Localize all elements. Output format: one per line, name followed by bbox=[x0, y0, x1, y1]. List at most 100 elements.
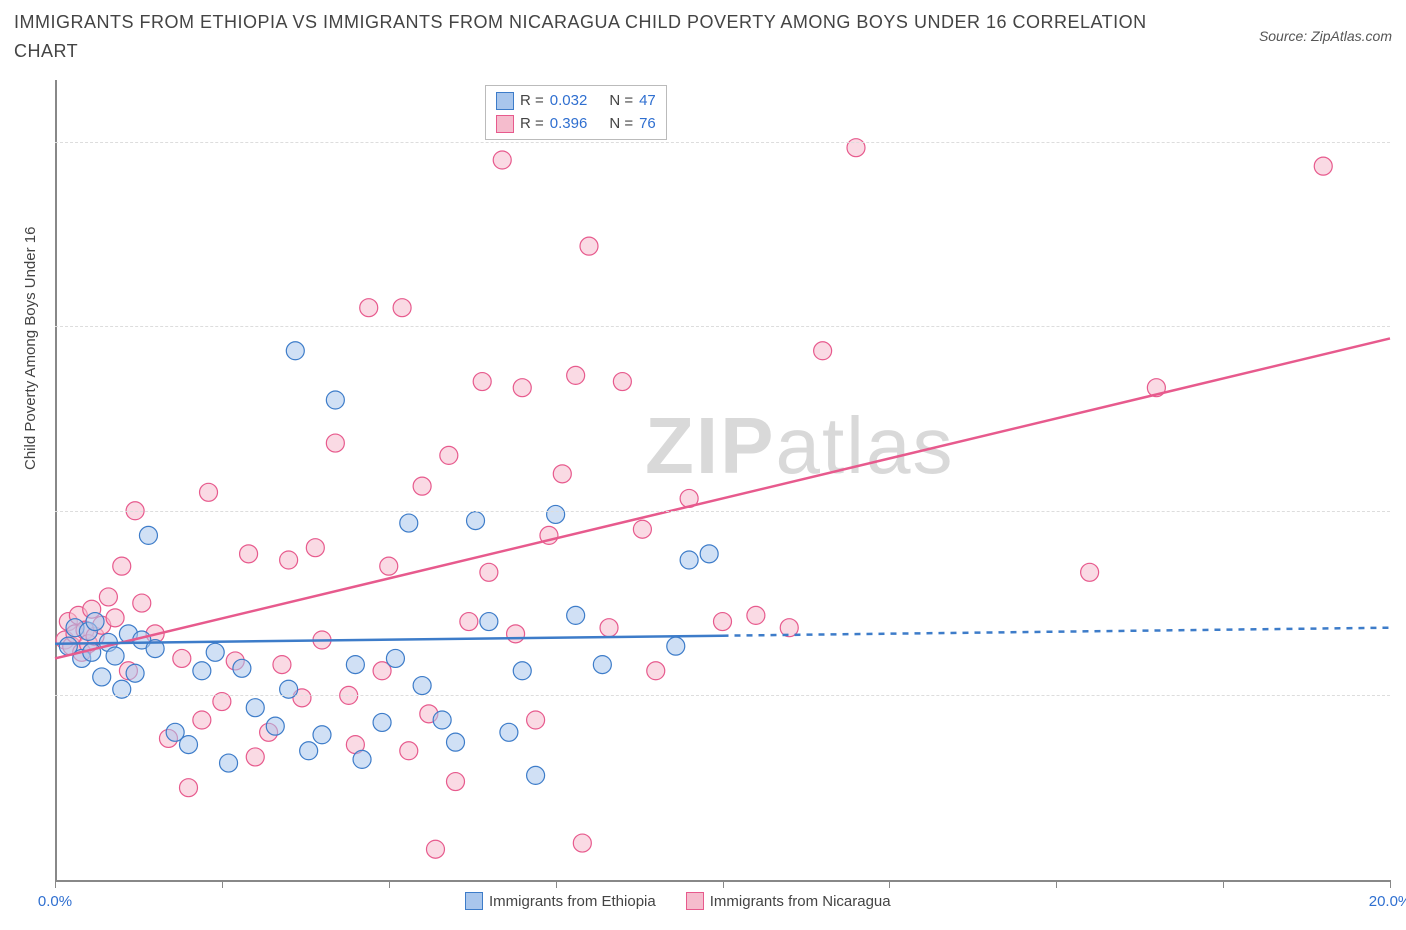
data-point bbox=[246, 699, 264, 717]
data-point bbox=[346, 656, 364, 674]
data-point bbox=[99, 588, 117, 606]
x-tick bbox=[723, 880, 724, 888]
data-point bbox=[106, 609, 124, 627]
legend-item-nicaragua: Immigrants from Nicaragua bbox=[686, 892, 891, 910]
data-point bbox=[380, 557, 398, 575]
data-point bbox=[240, 545, 258, 563]
data-point bbox=[393, 299, 411, 317]
data-point bbox=[193, 711, 211, 729]
data-point bbox=[273, 656, 291, 674]
data-point bbox=[507, 625, 525, 643]
data-point bbox=[547, 505, 565, 523]
y-axis-title: Child Poverty Among Boys Under 16 bbox=[22, 227, 39, 470]
series-legend: Immigrants from Ethiopia Immigrants from… bbox=[465, 892, 891, 910]
data-point bbox=[206, 643, 224, 661]
data-point bbox=[326, 391, 344, 409]
data-point bbox=[680, 551, 698, 569]
data-point bbox=[280, 551, 298, 569]
data-point bbox=[360, 299, 378, 317]
data-point bbox=[460, 613, 478, 631]
data-point bbox=[647, 662, 665, 680]
data-point bbox=[1081, 563, 1099, 581]
data-point bbox=[133, 594, 151, 612]
data-point bbox=[413, 677, 431, 695]
data-point bbox=[246, 748, 264, 766]
x-tick bbox=[55, 880, 56, 888]
y-tick-label: 45.0% bbox=[1400, 318, 1406, 335]
y-tick-label: 15.0% bbox=[1400, 687, 1406, 704]
gridline bbox=[55, 142, 1390, 143]
data-point bbox=[426, 840, 444, 858]
data-point bbox=[313, 726, 331, 744]
data-point bbox=[326, 434, 344, 452]
data-point bbox=[1314, 157, 1332, 175]
gridline bbox=[55, 695, 1390, 696]
data-point bbox=[633, 520, 651, 538]
data-point bbox=[433, 711, 451, 729]
data-point bbox=[527, 766, 545, 784]
correlation-legend: R = 0.032 N = 47 R = 0.396 N = 76 bbox=[485, 85, 667, 140]
data-point bbox=[553, 465, 571, 483]
data-point bbox=[286, 342, 304, 360]
data-point bbox=[600, 619, 618, 637]
data-point bbox=[613, 373, 631, 391]
data-point bbox=[373, 713, 391, 731]
data-point bbox=[200, 483, 218, 501]
swatch-ethiopia bbox=[465, 892, 483, 910]
data-point bbox=[513, 379, 531, 397]
data-point bbox=[86, 613, 104, 631]
data-point bbox=[473, 373, 491, 391]
data-point bbox=[173, 649, 191, 667]
data-point bbox=[413, 477, 431, 495]
data-point bbox=[493, 151, 511, 169]
data-point bbox=[700, 545, 718, 563]
x-tick bbox=[389, 880, 390, 888]
data-point bbox=[113, 557, 131, 575]
gridline bbox=[55, 326, 1390, 327]
trend-line bbox=[723, 628, 1391, 636]
data-point bbox=[447, 773, 465, 791]
data-point bbox=[193, 662, 211, 680]
data-point bbox=[593, 656, 611, 674]
data-point bbox=[300, 742, 318, 760]
chart-title: IMMIGRANTS FROM ETHIOPIA VS IMMIGRANTS F… bbox=[14, 8, 1164, 66]
trend-line bbox=[55, 338, 1390, 658]
data-point bbox=[400, 514, 418, 532]
x-tick bbox=[1390, 880, 1391, 888]
data-point bbox=[567, 366, 585, 384]
swatch-nicaragua bbox=[496, 115, 514, 133]
data-point bbox=[180, 779, 198, 797]
x-tick-label: 20.0% bbox=[1369, 893, 1406, 910]
data-point bbox=[714, 613, 732, 631]
data-point bbox=[480, 613, 498, 631]
data-point bbox=[440, 446, 458, 464]
swatch-ethiopia bbox=[496, 92, 514, 110]
x-tick bbox=[1223, 880, 1224, 888]
x-tick bbox=[556, 880, 557, 888]
chart-svg bbox=[55, 80, 1390, 880]
data-point bbox=[480, 563, 498, 581]
data-point bbox=[386, 649, 404, 667]
data-point bbox=[467, 512, 485, 530]
x-tick bbox=[889, 880, 890, 888]
data-point bbox=[567, 606, 585, 624]
data-point bbox=[220, 754, 238, 772]
data-point bbox=[126, 664, 144, 682]
data-point bbox=[747, 606, 765, 624]
data-point bbox=[573, 834, 591, 852]
data-point bbox=[814, 342, 832, 360]
data-point bbox=[266, 717, 284, 735]
data-point bbox=[93, 668, 111, 686]
y-tick-label: 30.0% bbox=[1400, 502, 1406, 519]
data-point bbox=[353, 750, 371, 768]
data-point bbox=[400, 742, 418, 760]
data-point bbox=[580, 237, 598, 255]
swatch-nicaragua bbox=[686, 892, 704, 910]
data-point bbox=[233, 659, 251, 677]
source-attribution: Source: ZipAtlas.com bbox=[1259, 28, 1392, 44]
data-point bbox=[180, 736, 198, 754]
data-point bbox=[500, 723, 518, 741]
data-point bbox=[306, 539, 324, 557]
legend-row-ethiopia: R = 0.032 N = 47 bbox=[496, 90, 656, 113]
x-tick-label: 0.0% bbox=[38, 893, 72, 910]
